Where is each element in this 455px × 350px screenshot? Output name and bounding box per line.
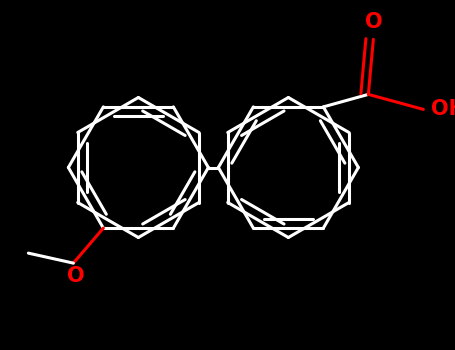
Text: O: O [364, 12, 382, 32]
Text: OH: OH [431, 99, 455, 119]
Text: O: O [67, 266, 85, 286]
